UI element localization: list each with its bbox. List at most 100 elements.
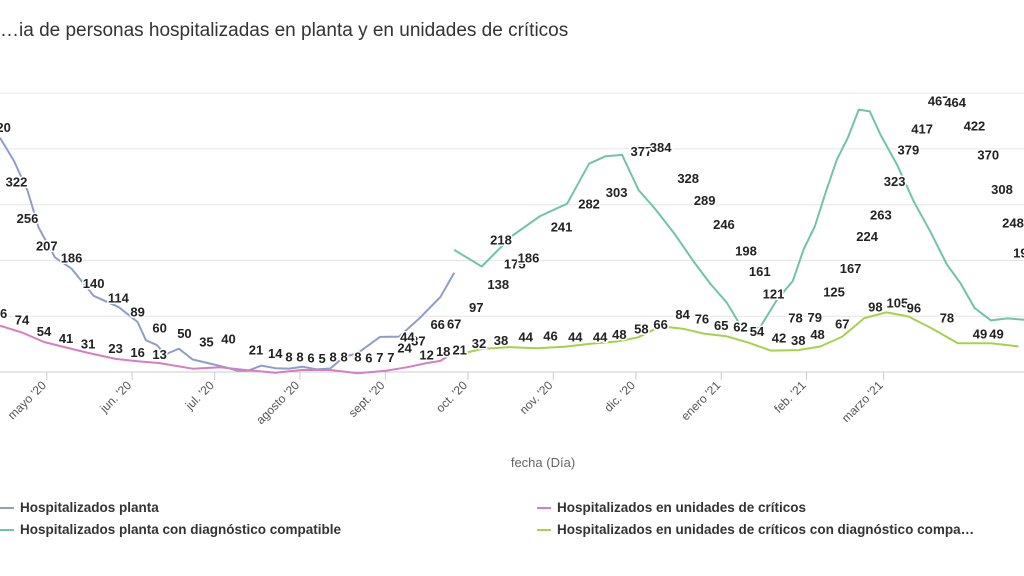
series-line-1[interactable] <box>0 324 455 375</box>
data-label: 48 <box>612 327 626 342</box>
grid-lines <box>0 92 1024 373</box>
data-label: 21 <box>249 342 263 357</box>
data-label: 198 <box>735 244 757 259</box>
data-label: 65 <box>714 318 728 333</box>
data-label: 54 <box>750 324 765 339</box>
data-label: 60 <box>152 321 166 336</box>
data-label: 161 <box>749 264 771 279</box>
x-tick-label: dic. '20 <box>601 378 638 415</box>
data-label: 8 <box>329 350 336 365</box>
data-label: 96 <box>907 300 921 315</box>
data-label: 35 <box>199 334 213 349</box>
data-label: 13 <box>152 347 166 362</box>
data-label: 16 <box>130 345 144 360</box>
data-label: 12 <box>419 347 433 362</box>
x-tick-label: oct. '20 <box>433 378 470 415</box>
data-label: 422 <box>964 119 986 134</box>
data-label: 323 <box>884 174 906 189</box>
data-label: 282 <box>578 197 600 212</box>
data-label: 224 <box>856 229 878 244</box>
data-label: 5 <box>318 351 325 366</box>
data-label: 256 <box>17 211 39 226</box>
data-label: 67 <box>835 317 849 332</box>
x-tick-label: feb. '21 <box>771 378 809 416</box>
data-label: 66 <box>430 317 444 332</box>
data-label: 384 <box>650 140 672 155</box>
data-label: 79 <box>808 310 822 325</box>
data-label: 377 <box>631 144 653 159</box>
legend-label: Hospitalizados planta con diagnóstico co… <box>20 522 342 537</box>
data-label: 114 <box>108 290 130 305</box>
legend-swatch <box>537 529 551 532</box>
data-label: 38 <box>494 333 508 348</box>
x-tick-label: jun. '20 <box>97 378 135 416</box>
data-label: 218 <box>490 232 512 247</box>
data-label: 308 <box>991 182 1013 197</box>
x-tick-label: marzo '21 <box>839 378 886 425</box>
data-label: 379 <box>898 143 920 158</box>
legend-swatch <box>0 507 14 510</box>
data-label: 8 <box>354 350 361 365</box>
data-label: 44 <box>519 329 534 344</box>
series-line-2[interactable] <box>453 108 1024 331</box>
data-label: 125 <box>823 284 845 299</box>
legend-item-planta-compatible[interactable]: Hospitalizados planta con diagnóstico co… <box>0 522 341 537</box>
data-label: 42 <box>772 331 786 346</box>
data-label: 322 <box>6 174 28 189</box>
series-lines <box>0 108 1024 375</box>
data-label: 31 <box>81 337 95 352</box>
data-label: 38 <box>791 333 805 348</box>
data-label: 67 <box>447 317 461 332</box>
data-label: 84 <box>675 307 690 322</box>
data-label: 44 <box>568 329 583 344</box>
data-labels: 4203222562071861401148960503540211488658… <box>0 92 1024 368</box>
data-label: 78 <box>940 311 954 326</box>
data-label: 23 <box>108 341 122 356</box>
data-label: 50 <box>177 326 191 341</box>
data-label: 167 <box>840 261 862 276</box>
data-label: 248 <box>1002 216 1024 231</box>
data-label: 41 <box>59 331 73 346</box>
data-label: 98 <box>868 299 882 314</box>
legend-item-criticos[interactable]: Hospitalizados en unidades de críticos <box>537 500 806 515</box>
data-label: 18 <box>436 344 450 359</box>
data-label: 21 <box>452 342 466 357</box>
x-tick-label: nov. '20 <box>517 378 556 417</box>
data-label: 24 <box>397 341 412 356</box>
data-label: 370 <box>977 148 999 163</box>
data-label: 263 <box>870 207 892 222</box>
data-label: 76 <box>695 312 709 327</box>
data-label: 44 <box>400 329 415 344</box>
data-label: 121 <box>763 287 785 302</box>
data-label: 175 <box>504 256 526 271</box>
x-tick-label: jul. '20 <box>182 378 217 413</box>
legend-item-planta[interactable]: Hospitalizados planta <box>0 500 159 515</box>
data-label: 6 <box>307 351 314 366</box>
data-label: 420 <box>0 120 11 135</box>
legend-label: Hospitalizados planta <box>20 500 159 515</box>
x-tick-label: enero '21 <box>678 378 723 423</box>
data-label: 78 <box>788 311 802 326</box>
data-label: 241 <box>551 220 573 235</box>
data-label: 6 <box>365 351 372 366</box>
data-label: 54 <box>37 324 52 339</box>
data-label: 467 <box>928 94 950 109</box>
data-label: 186 <box>61 250 83 265</box>
data-label: 32 <box>472 336 486 351</box>
legend-item-criticos-compatible[interactable]: Hospitalizados en unidades de críticos c… <box>537 522 974 537</box>
data-label: 66 <box>653 317 667 332</box>
x-tick-label: mayo '20 <box>5 378 49 422</box>
data-label: 207 <box>36 239 58 254</box>
chart-title: …ia de personas hospitalizadas en planta… <box>0 20 569 41</box>
data-label: 8 <box>285 350 292 365</box>
data-label: 140 <box>83 276 105 291</box>
data-label: 40 <box>221 332 235 347</box>
data-label: 328 <box>677 171 699 186</box>
data-label: 48 <box>810 327 824 342</box>
data-label: 289 <box>694 193 716 208</box>
data-label: 49 <box>989 327 1003 342</box>
data-label: 97 <box>469 300 483 315</box>
data-label: 8 <box>296 350 303 365</box>
series-line-3[interactable] <box>453 311 1019 357</box>
data-label: 195 <box>1013 245 1024 260</box>
